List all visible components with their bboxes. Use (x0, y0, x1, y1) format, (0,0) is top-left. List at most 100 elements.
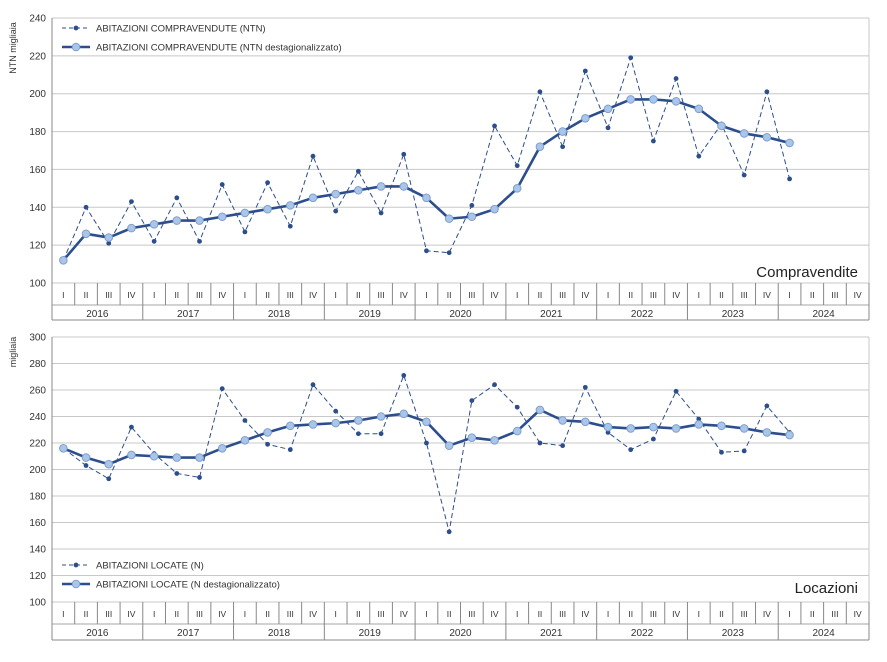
data-point-seasonally-adjusted (467, 433, 477, 443)
quarter-label: IV (400, 609, 408, 619)
data-point-seasonally-adjusted (104, 459, 114, 469)
data-point-seasonally-adjusted (785, 430, 794, 440)
data-point-seasonally-adjusted (694, 104, 704, 114)
year-label: 2024 (812, 628, 835, 639)
quarter-label: IV (672, 290, 680, 300)
data-point-seasonally-adjusted (626, 95, 636, 104)
data-point-seasonally-adjusted (762, 428, 772, 437)
quarter-label: I (425, 609, 427, 619)
legend-marker-raw (73, 25, 79, 31)
quarter-label: II (628, 290, 633, 300)
y-tick-label: 260 (29, 386, 46, 397)
data-point-seasonally-adjusted (603, 104, 613, 114)
quarter-label: III (378, 609, 385, 619)
year-label: 2016 (86, 309, 109, 320)
quarter-label: IV (581, 609, 589, 619)
quarter-label: II (447, 609, 452, 619)
year-label: 2024 (812, 309, 835, 320)
quarter-label: III (559, 609, 566, 619)
y-tick-label: 100 (29, 279, 46, 290)
y-tick-label: 140 (29, 545, 46, 556)
data-point-seasonally-adjusted (512, 426, 522, 436)
data-point-raw (151, 238, 157, 244)
data-point-seasonally-adjusted (762, 132, 772, 142)
data-point-seasonally-adjusted (535, 142, 545, 152)
legend-entry: ABITAZIONI LOCATE (N) (96, 561, 204, 572)
quarter-label: I (698, 290, 700, 300)
quarter-label: IV (763, 609, 771, 619)
quarter-label: I (516, 290, 518, 300)
data-point-seasonally-adjusted (217, 212, 227, 222)
data-point-raw (764, 403, 770, 409)
data-point-seasonally-adjusted (81, 229, 91, 239)
quarter-label: II (265, 609, 270, 619)
data-point-raw (219, 386, 225, 392)
data-point-seasonally-adjusted (263, 204, 272, 214)
y-tick-label: 280 (29, 359, 46, 370)
quarter-label: II (538, 609, 543, 619)
quarter-label: II (538, 290, 543, 300)
quarter-label: I (244, 290, 246, 300)
quarter-label: IV (672, 609, 680, 619)
quarter-label: IV (218, 609, 226, 619)
data-point-seasonally-adjusted (399, 182, 409, 191)
data-point-raw (287, 447, 293, 453)
quarter-label: II (84, 609, 89, 619)
y-tick-label: 180 (29, 127, 46, 138)
year-label: 2022 (631, 628, 654, 639)
quarter-label: II (265, 290, 270, 300)
y-tick-label: 200 (29, 465, 46, 476)
data-point-seasonally-adjusted (59, 444, 68, 453)
data-point-raw (605, 125, 611, 131)
data-point-raw (492, 382, 497, 388)
data-point-raw (628, 55, 634, 61)
panel-title: Locazioni (795, 580, 858, 597)
year-label: 2017 (177, 628, 200, 639)
data-point-raw (560, 443, 566, 449)
quarter-label: IV (581, 290, 589, 300)
data-point-raw (741, 448, 747, 454)
quarter-label: III (287, 609, 294, 619)
quarter-label: III (831, 290, 838, 300)
locazioni-panel: 100 120 140 160 180 200 220 240 260 280 300 migliai… (8, 333, 870, 641)
quarter-label: III (105, 290, 112, 300)
data-point-raw (673, 76, 679, 81)
quarter-label: I (62, 609, 64, 619)
data-point-raw (265, 180, 270, 186)
data-point-seasonally-adjusted (717, 121, 726, 131)
data-point-raw (514, 404, 520, 410)
y-tick-label: 180 (29, 492, 46, 503)
data-point-seasonally-adjusted (626, 424, 636, 433)
data-point-raw (582, 384, 588, 390)
quarter-label: IV (127, 290, 135, 300)
data-point-raw (129, 424, 134, 430)
y-tick-label: 240 (29, 14, 46, 25)
data-point-raw (446, 529, 452, 535)
data-point-seasonally-adjusted (354, 185, 363, 195)
data-point-seasonally-adjusted (535, 405, 545, 415)
data-point-seasonally-adjusted (785, 138, 794, 148)
legend-entry: ABITAZIONI LOCATE (N destagionalizzato) (96, 580, 280, 591)
quarter-label: I (516, 609, 518, 619)
y-tick-label: 300 (29, 333, 46, 344)
data-point-seasonally-adjusted (376, 182, 386, 191)
data-point-seasonally-adjusted (81, 453, 91, 462)
data-point-seasonally-adjusted (739, 129, 749, 138)
quarter-label: II (628, 609, 633, 619)
data-point-seasonally-adjusted (490, 436, 499, 445)
data-point-raw (106, 240, 112, 246)
data-point-seasonally-adjusted (195, 216, 204, 225)
data-point-seasonally-adjusted (331, 418, 340, 428)
legend-marker-raw (73, 562, 79, 568)
data-point-raw (514, 163, 520, 169)
data-point-seasonally-adjusted (308, 420, 318, 429)
data-point-raw (537, 89, 543, 95)
data-point-seasonally-adjusted (603, 422, 613, 432)
data-point-raw (265, 441, 270, 447)
year-label: 2018 (268, 309, 291, 320)
quarter-label: II (174, 609, 179, 619)
data-point-seasonally-adjusted (308, 193, 318, 203)
y-axis-title: migliaia (8, 337, 18, 368)
data-point-seasonally-adjusted (671, 424, 681, 433)
